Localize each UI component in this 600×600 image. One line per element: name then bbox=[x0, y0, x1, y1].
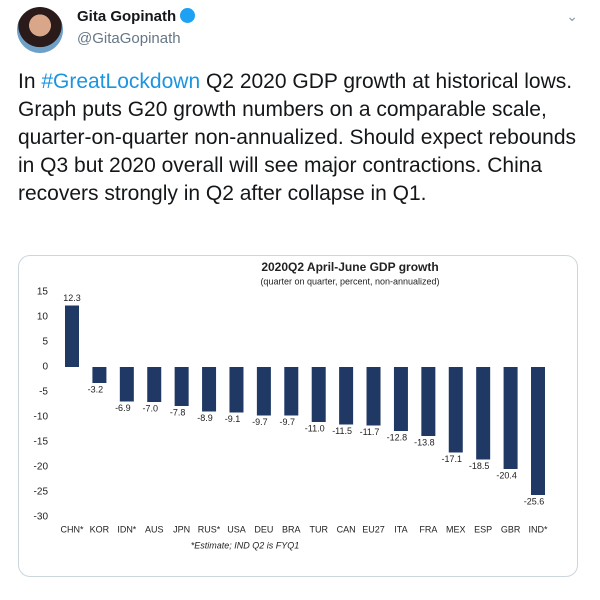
x-tick-label: DEU bbox=[254, 524, 273, 534]
x-tick-label: AUS bbox=[145, 524, 164, 534]
x-tick-label: KOR bbox=[90, 524, 110, 534]
bar bbox=[174, 367, 189, 406]
chart-title: 2020Q2 April-June GDP growth bbox=[261, 260, 438, 274]
value-label: -8.9 bbox=[197, 413, 213, 423]
x-tick-label: RUS* bbox=[198, 524, 221, 534]
x-tick-label: ESP bbox=[474, 524, 492, 534]
x-tick-label: GBR bbox=[501, 524, 521, 534]
x-tick-label: ITA bbox=[394, 524, 407, 534]
bar bbox=[503, 367, 518, 469]
value-label: -17.1 bbox=[442, 454, 463, 464]
bar bbox=[421, 367, 436, 436]
x-tick-label: CAN bbox=[337, 524, 356, 534]
bar bbox=[202, 367, 217, 412]
bar bbox=[92, 367, 107, 383]
bar bbox=[366, 367, 381, 426]
value-label: -9.7 bbox=[252, 417, 268, 427]
chart-subtitle: (quarter on quarter, percent, non-annual… bbox=[260, 276, 439, 286]
value-label: -7.0 bbox=[142, 403, 158, 413]
bar bbox=[147, 367, 162, 402]
chart-note: *Estimate; IND Q2 is FYQ1 bbox=[191, 540, 300, 550]
value-label: 12.3 bbox=[63, 293, 81, 303]
value-label: -20.4 bbox=[496, 470, 517, 480]
text: In bbox=[18, 70, 36, 93]
image-card[interactable] bbox=[18, 255, 578, 577]
y-tick-label: -5 bbox=[39, 387, 48, 398]
bar bbox=[393, 367, 408, 431]
x-tick-label: FRA bbox=[419, 524, 437, 534]
y-tick-label: -30 bbox=[34, 512, 49, 523]
y-tick-label: -25 bbox=[34, 487, 49, 498]
author-handle[interactable]: @GitaGopinath bbox=[77, 30, 181, 47]
x-tick-label: USA bbox=[227, 524, 246, 534]
value-label: -11.7 bbox=[360, 427, 380, 437]
bar bbox=[284, 367, 299, 416]
value-label: -3.2 bbox=[88, 384, 104, 394]
bar bbox=[229, 367, 244, 413]
bar bbox=[339, 367, 354, 425]
x-tick-label: TUR bbox=[309, 524, 328, 534]
value-label: -18.5 bbox=[469, 461, 490, 471]
tweet-text: In #GreatLockdown Q2 2020 GDP growth at … bbox=[18, 68, 586, 208]
value-label: -6.9 bbox=[115, 403, 131, 413]
value-label: -12.8 bbox=[387, 432, 408, 442]
y-tick-label: 10 bbox=[37, 312, 49, 323]
text: Q2 2020 GDP growth at historical lows. G… bbox=[18, 70, 577, 205]
bar bbox=[311, 367, 326, 422]
y-tick-label: -15 bbox=[34, 437, 49, 448]
verified-badge bbox=[180, 8, 196, 23]
bar bbox=[256, 367, 271, 416]
x-tick-label: EU27 bbox=[362, 524, 385, 534]
x-tick-label: IDN* bbox=[117, 524, 136, 534]
x-tick-label: CHN* bbox=[60, 524, 83, 534]
value-label: -9.1 bbox=[225, 414, 241, 424]
bar bbox=[448, 367, 463, 453]
value-label: -25.6 bbox=[524, 496, 545, 506]
value-label: -9.7 bbox=[280, 417, 296, 427]
author[interactable]: Gita Gopinath bbox=[77, 8, 196, 25]
bar bbox=[531, 367, 545, 495]
value-label: -11.5 bbox=[332, 426, 352, 436]
value-label: -11.0 bbox=[305, 423, 325, 433]
y-tick-label: 0 bbox=[42, 362, 48, 373]
value-label: -7.8 bbox=[170, 407, 186, 417]
bar bbox=[65, 305, 79, 367]
author-name[interactable]: Gita Gopinath bbox=[77, 8, 177, 25]
x-tick-label: BRA bbox=[282, 524, 301, 534]
avatar[interactable] bbox=[17, 7, 63, 53]
menu-caret[interactable]: ⌄ bbox=[566, 8, 578, 24]
y-tick-label: 15 bbox=[37, 287, 49, 298]
bar bbox=[476, 367, 491, 460]
x-tick-label: MEX bbox=[446, 524, 466, 534]
bar bbox=[119, 367, 134, 402]
x-tick-label: IND* bbox=[528, 524, 547, 534]
y-tick-label: -10 bbox=[34, 412, 49, 423]
y-tick-label: 5 bbox=[42, 337, 48, 348]
value-label: -13.8 bbox=[414, 437, 435, 447]
y-tick-label: -20 bbox=[34, 462, 49, 473]
hashtag[interactable]: #GreatLockdown bbox=[41, 70, 201, 93]
x-tick-label: JPN bbox=[173, 524, 190, 534]
